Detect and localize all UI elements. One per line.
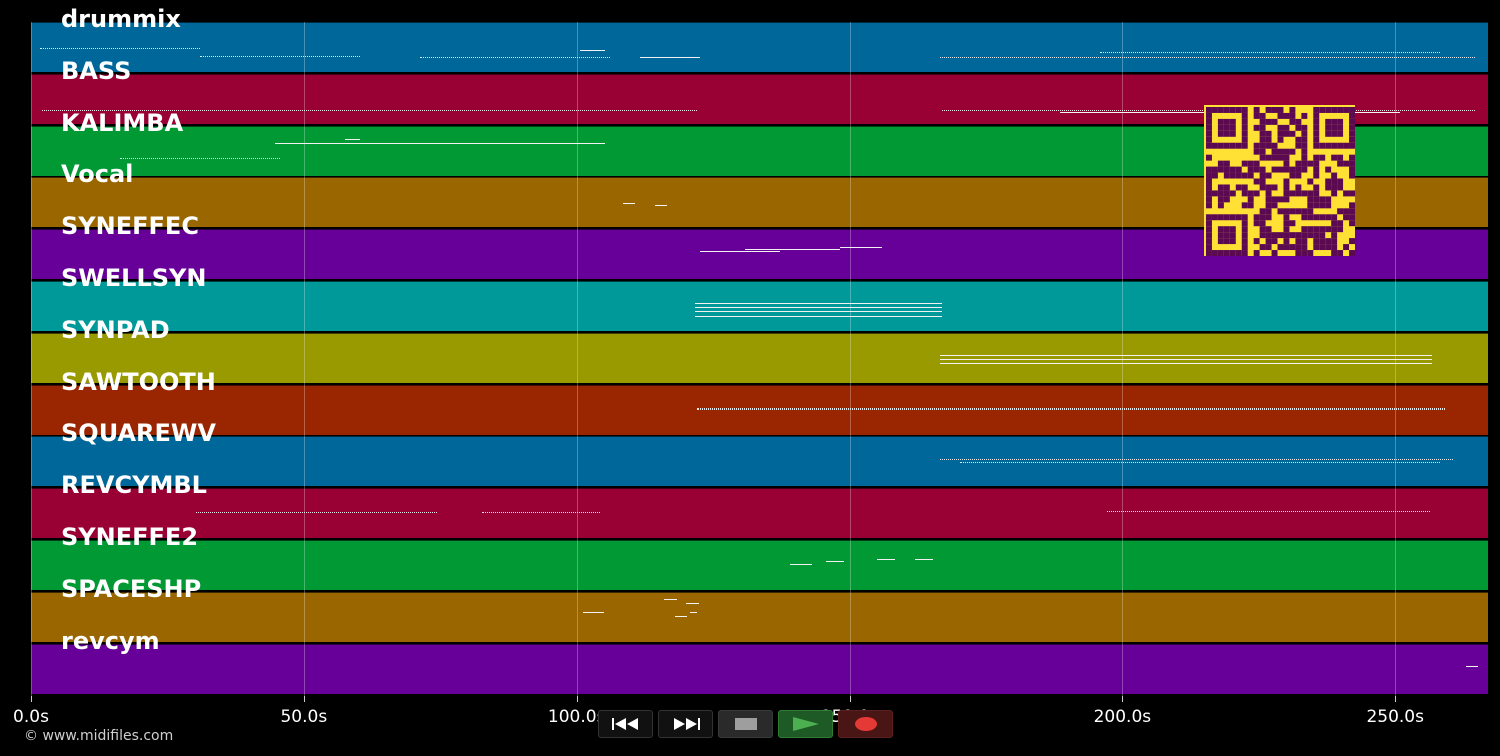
track-lane[interactable]: SPACESHP	[31, 577, 1488, 642]
stop-button[interactable]	[718, 710, 773, 738]
rewind-button[interactable]	[598, 710, 653, 738]
midi-note	[482, 512, 600, 514]
midi-note	[697, 407, 1445, 409]
record-button[interactable]	[838, 710, 893, 738]
track-label: SYNEFFEC	[61, 212, 199, 241]
axis-tick-mark	[31, 696, 32, 702]
time-gridline	[576, 22, 578, 696]
midi-note	[640, 57, 700, 58]
track-lane[interactable]: revcym	[31, 629, 1488, 694]
midi-note	[745, 249, 815, 251]
midi-note	[877, 559, 895, 560]
midi-note	[960, 462, 1440, 464]
track-lane[interactable]: SYNPAD	[31, 318, 1488, 383]
midi-note	[686, 602, 699, 604]
midi-note	[695, 303, 942, 304]
midi-note	[120, 157, 280, 159]
track-lane[interactable]: SAWTOOTH	[31, 370, 1488, 435]
midi-note	[697, 408, 1445, 410]
midi-note	[580, 50, 605, 51]
axis-tick-label: 200.0s	[1093, 707, 1152, 727]
axis-tick-label: 50.0s	[280, 707, 328, 727]
midi-note	[345, 138, 360, 140]
track-label: BASS	[61, 56, 132, 85]
midi-note	[1100, 52, 1440, 53]
qr-code	[1204, 105, 1355, 256]
midi-note	[420, 57, 610, 58]
axis-tick-mark	[1122, 696, 1124, 702]
midi-note	[196, 512, 437, 514]
midi-note	[800, 249, 840, 251]
midi-note	[840, 247, 882, 249]
axis-tick-mark	[1395, 696, 1397, 702]
midi-note	[790, 564, 812, 565]
axis-tick-mark	[576, 696, 578, 702]
midi-note	[655, 205, 667, 207]
midi-note	[695, 307, 942, 308]
midi-note	[40, 48, 200, 49]
midi-note	[42, 109, 697, 111]
track-lane[interactable]: SQUAREWV	[31, 421, 1488, 487]
fast-forward-icon	[673, 718, 700, 730]
track-label: drummix	[61, 5, 181, 33]
midi-note	[915, 559, 933, 560]
axis-tick-label: 250.0s	[1366, 707, 1424, 727]
midi-note	[1466, 665, 1478, 667]
midi-note	[940, 459, 1453, 461]
track-lane[interactable]: drummix	[31, 7, 1488, 72]
axis-tick-label: 0.0s	[13, 707, 49, 727]
track-lane[interactable]: REVCYMBL	[31, 473, 1488, 539]
axis-tick-label: 100.0s	[547, 707, 606, 727]
copyright-text: © www.midifiles.com	[24, 728, 174, 744]
time-gridline	[31, 22, 32, 696]
midi-note	[690, 611, 697, 613]
midi-note	[826, 561, 844, 562]
track-label: Vocal	[61, 160, 134, 189]
axis-tick-mark	[849, 696, 851, 702]
track-lane[interactable]: SWELLSYN	[31, 266, 1488, 331]
midi-note	[695, 311, 942, 312]
midi-note	[675, 615, 687, 617]
track-label: SQUAREWV	[61, 419, 216, 448]
time-gridline	[303, 22, 305, 696]
track-label: SPACESHP	[61, 574, 202, 603]
midi-note	[200, 56, 360, 57]
rewind-icon	[611, 718, 638, 730]
midi-note	[940, 57, 1475, 58]
axis-tick-mark	[303, 696, 305, 702]
track-label: SAWTOOTH	[61, 367, 216, 396]
track-label: SYNEFFE2	[61, 523, 199, 551]
play-button[interactable]	[778, 710, 833, 738]
midi-note	[695, 316, 942, 317]
record-icon	[854, 717, 877, 731]
track-label: REVCYMBL	[61, 471, 207, 500]
track-label: SWELLSYN	[61, 264, 207, 292]
midi-note	[940, 362, 1432, 364]
play-icon	[792, 717, 819, 731]
midi-note	[700, 251, 780, 253]
track-label: SYNPAD	[61, 315, 170, 344]
midi-note	[1107, 511, 1430, 513]
fast-forward-button[interactable]	[658, 710, 713, 738]
qr-pattern	[1204, 105, 1355, 256]
midi-note	[583, 611, 604, 613]
midi-note	[940, 358, 1432, 360]
stop-icon	[734, 718, 757, 730]
track-label: KALIMBA	[61, 108, 184, 137]
track-label: revcym	[61, 626, 160, 655]
time-gridline	[849, 22, 851, 696]
midi-note	[664, 598, 677, 600]
transport-controls	[598, 710, 898, 740]
midi-note	[275, 142, 605, 144]
track-lane[interactable]: SYNEFFE2	[31, 525, 1488, 590]
midi-note	[623, 203, 635, 205]
midi-note	[940, 354, 1432, 356]
